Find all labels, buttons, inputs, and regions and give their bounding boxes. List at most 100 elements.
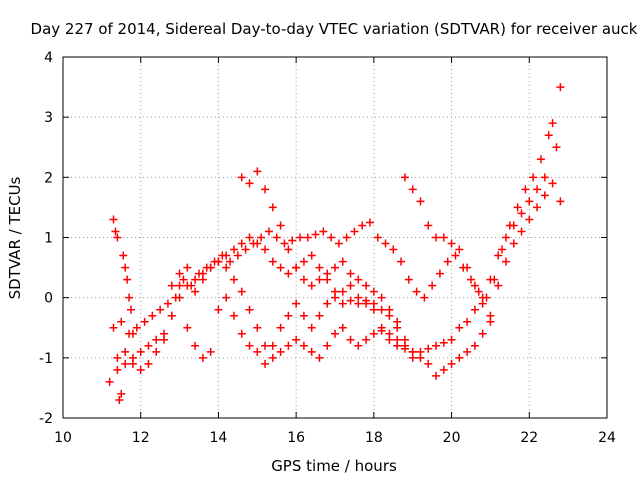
data-point bbox=[338, 287, 347, 296]
data-point bbox=[307, 323, 316, 332]
data-point bbox=[128, 359, 137, 368]
data-point bbox=[501, 233, 510, 242]
data-point bbox=[284, 341, 293, 350]
data-point bbox=[117, 389, 126, 398]
data-point bbox=[132, 323, 141, 332]
data-point bbox=[416, 353, 425, 362]
data-point bbox=[556, 197, 565, 206]
data-point bbox=[540, 191, 549, 200]
data-point bbox=[264, 227, 273, 236]
data-point bbox=[171, 293, 180, 302]
data-point bbox=[362, 299, 371, 308]
data-point bbox=[443, 257, 452, 266]
series-track-3 bbox=[113, 257, 495, 380]
data-point bbox=[420, 293, 429, 302]
data-point bbox=[307, 347, 316, 356]
y-tick-label: -1 bbox=[39, 351, 53, 367]
data-point bbox=[249, 239, 258, 248]
data-point bbox=[296, 233, 305, 242]
data-point bbox=[136, 365, 145, 374]
data-point bbox=[548, 179, 557, 188]
data-point bbox=[187, 281, 196, 290]
data-point bbox=[280, 239, 289, 248]
data-point bbox=[548, 119, 557, 128]
data-point bbox=[261, 185, 270, 194]
data-point bbox=[525, 215, 534, 224]
data-point bbox=[439, 338, 448, 347]
data-point bbox=[517, 227, 526, 236]
data-point bbox=[358, 221, 367, 230]
data-point bbox=[478, 299, 487, 308]
data-point bbox=[470, 281, 479, 290]
data-point bbox=[377, 326, 386, 335]
data-point bbox=[198, 353, 207, 362]
data-point bbox=[529, 173, 538, 182]
data-point bbox=[521, 185, 530, 194]
data-point bbox=[276, 263, 285, 272]
data-point bbox=[369, 299, 378, 308]
data-point bbox=[113, 353, 122, 362]
data-point bbox=[323, 269, 332, 278]
data-point bbox=[447, 335, 456, 344]
data-point bbox=[307, 251, 316, 260]
data-point bbox=[412, 287, 421, 296]
x-axis-label: GPS time / hours bbox=[271, 457, 397, 475]
data-point bbox=[397, 257, 406, 266]
data-point bbox=[463, 263, 472, 272]
y-tick-label: 2 bbox=[44, 170, 53, 186]
data-point bbox=[148, 311, 157, 320]
data-point bbox=[261, 359, 270, 368]
data-point bbox=[276, 323, 285, 332]
data-point bbox=[261, 245, 270, 254]
data-point bbox=[272, 233, 281, 242]
data-point bbox=[338, 257, 347, 266]
data-point bbox=[338, 299, 347, 308]
data-point bbox=[257, 233, 266, 242]
data-point bbox=[128, 329, 137, 338]
data-point bbox=[525, 197, 534, 206]
data-point bbox=[198, 269, 207, 278]
data-point bbox=[311, 230, 320, 239]
data-point bbox=[179, 275, 188, 284]
data-point bbox=[237, 173, 246, 182]
data-point bbox=[299, 311, 308, 320]
data-point bbox=[463, 317, 472, 326]
data-point bbox=[315, 275, 324, 284]
data-point bbox=[140, 317, 149, 326]
series-track-1 bbox=[105, 173, 565, 386]
data-point bbox=[533, 203, 542, 212]
data-point bbox=[111, 227, 120, 236]
data-point bbox=[222, 293, 231, 302]
data-point bbox=[369, 329, 378, 338]
data-point bbox=[288, 236, 297, 245]
data-point bbox=[486, 311, 495, 320]
data-point bbox=[123, 275, 132, 284]
data-point bbox=[237, 239, 246, 248]
data-point bbox=[474, 287, 483, 296]
data-point bbox=[494, 251, 503, 260]
data-point bbox=[115, 395, 124, 404]
data-point bbox=[206, 263, 215, 272]
data-point bbox=[121, 359, 130, 368]
data-point bbox=[327, 233, 336, 242]
data-point bbox=[117, 317, 126, 326]
data-point bbox=[268, 353, 277, 362]
data-point bbox=[455, 245, 464, 254]
data-point bbox=[393, 323, 402, 332]
data-point bbox=[400, 173, 409, 182]
data-point bbox=[292, 263, 301, 272]
data-point bbox=[439, 365, 448, 374]
data-point bbox=[229, 275, 238, 284]
data-point bbox=[315, 311, 324, 320]
chart-title: Day 227 of 2014, Sidereal Day-to-day VTE… bbox=[31, 20, 638, 38]
data-point bbox=[261, 341, 270, 350]
y-tick-label: 0 bbox=[44, 291, 53, 307]
data-point bbox=[439, 233, 448, 242]
data-point bbox=[183, 263, 192, 272]
data-point bbox=[226, 257, 235, 266]
data-point bbox=[276, 347, 285, 356]
series-track-6 bbox=[109, 215, 137, 404]
data-point bbox=[365, 218, 374, 227]
